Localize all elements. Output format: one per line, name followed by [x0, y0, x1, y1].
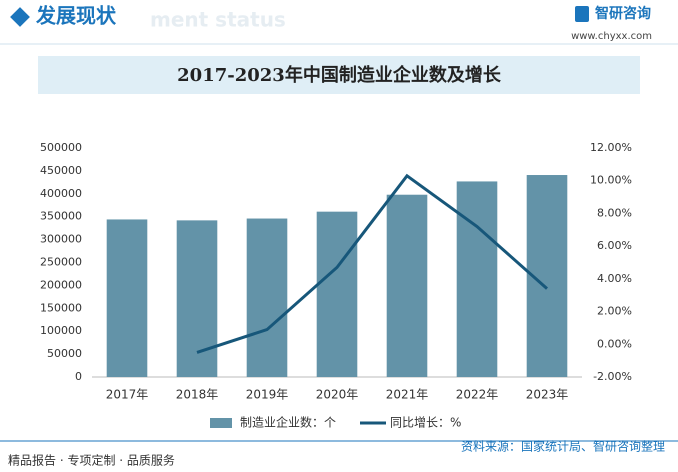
brand: 智研咨询 — [594, 5, 651, 22]
bar — [106, 219, 148, 377]
y-tick-label: 500000 — [40, 141, 82, 154]
bar — [456, 181, 498, 377]
footer-slogan: 精品报告 · 专项定制 · 品质服务 — [8, 453, 175, 468]
y-tick-label: 200000 — [40, 278, 82, 291]
title-banner — [38, 56, 640, 94]
footer-source: 资料来源：国家统计局、智研咨询整理 — [461, 439, 665, 454]
line — [196, 173, 548, 354]
x-tick-label: 2022年 — [456, 388, 499, 402]
y2-tick-label: -2.00% — [593, 370, 632, 383]
x-tick-label: 2019年 — [246, 388, 289, 402]
y-tick-label: 100000 — [40, 324, 82, 337]
y2-tick-label: 6.00% — [597, 239, 632, 252]
y-tick-label: 350000 — [40, 210, 82, 223]
url: www.chyxx.com — [571, 31, 652, 42]
x-tick-label: 2020年 — [316, 388, 359, 402]
y-tick-label: 450000 — [40, 164, 82, 177]
y2-tick-label: 10.00% — [590, 174, 632, 187]
y-tick-label: 400000 — [40, 187, 82, 200]
bar — [316, 211, 358, 377]
watermark: ment status — [150, 8, 286, 32]
y-tick-label: 0 — [75, 370, 82, 383]
y2-tick-label: 0.00% — [597, 337, 632, 350]
y2-tick-label: 4.00% — [597, 272, 632, 285]
y-tick-label: 50000 — [47, 347, 82, 360]
bar — [176, 220, 218, 377]
y-tick-label: 300000 — [40, 233, 82, 246]
x-tick-label: 2023年 — [526, 388, 569, 402]
header-icon — [10, 7, 30, 27]
bar — [246, 218, 288, 377]
y2-tick-label: 12.00% — [590, 141, 632, 154]
brand-icon — [575, 6, 589, 22]
y-tick-label: 150000 — [40, 301, 82, 314]
x-tick-label: 2018年 — [176, 388, 219, 402]
y2-tick-label: 8.00% — [597, 206, 632, 219]
legend-label: 同比增长：% — [390, 416, 461, 430]
legend-swatch — [210, 418, 232, 428]
y2-tick-label: 2.00% — [597, 305, 632, 318]
legend-label: 制造业企业数：个 — [240, 415, 336, 430]
section-title: 发展现状 — [35, 4, 117, 28]
y-tick-label: 250000 — [40, 256, 82, 269]
x-tick-label: 2021年 — [386, 388, 429, 402]
bar — [386, 194, 428, 377]
x-tick-label: 2017年 — [106, 388, 149, 402]
chart-title: 2017-2023年中国制造业企业数及增长 — [177, 64, 502, 86]
